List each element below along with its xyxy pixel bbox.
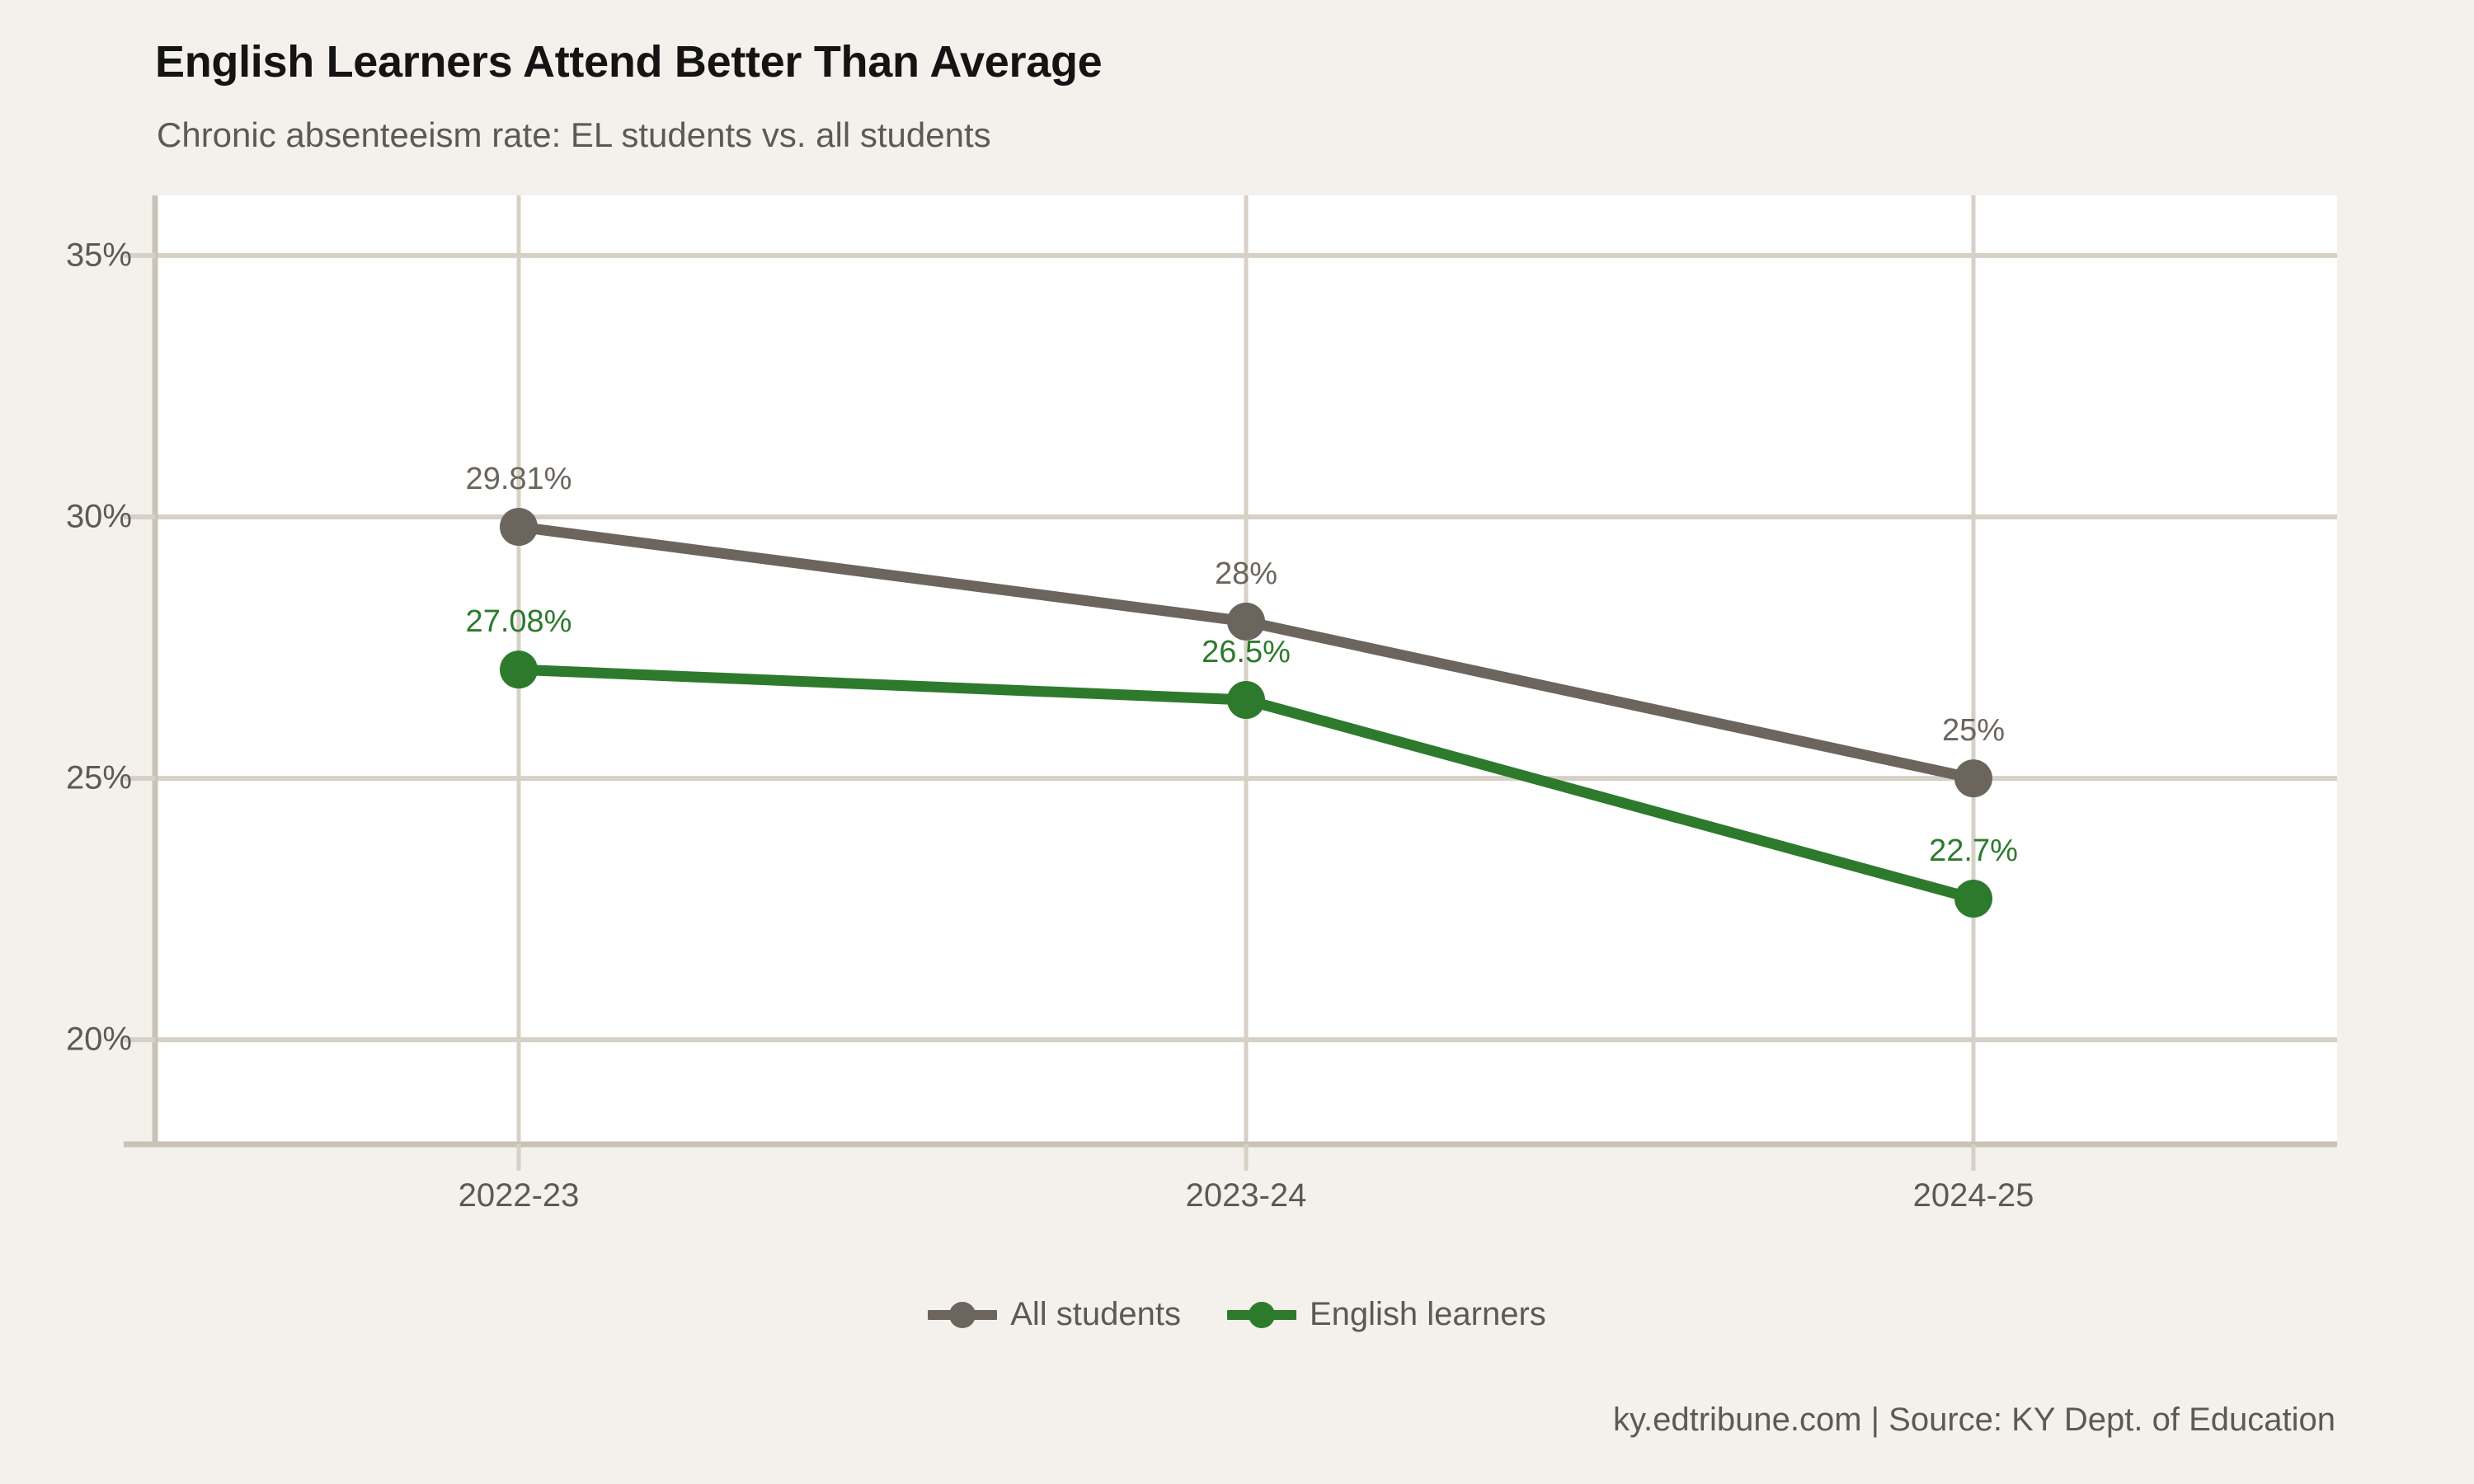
legend-item[interactable]: English learners	[1226, 1296, 1546, 1333]
y-axis-tick-labels: 20% 25% 30% 35%	[0, 0, 132, 1484]
data-point-marker[interactable]	[1227, 680, 1265, 719]
page-title: English Learners Attend Better Than Aver…	[155, 37, 1103, 87]
data-point-marker[interactable]	[1954, 879, 1992, 918]
series-layer	[500, 508, 1992, 918]
source-credit: ky.edtribune.com | Source: KY Dept. of E…	[1612, 1402, 2335, 1438]
data-point-value-label: 27.08%	[465, 604, 572, 640]
legend-marker-icon	[928, 1301, 998, 1328]
data-point-value-label: 28%	[1214, 556, 1278, 591]
data-point-marker[interactable]	[1227, 602, 1265, 641]
data-point-value-label: 25%	[1941, 713, 2006, 749]
data-point-marker[interactable]	[1954, 759, 1992, 798]
line-chart-svg	[155, 195, 2337, 1144]
legend-item-label: English learners	[1309, 1296, 1546, 1332]
legend-item-label: All students	[1010, 1296, 1181, 1332]
y-axis-tick-label: 20%	[65, 1021, 132, 1058]
plot-area	[155, 195, 2337, 1144]
x-tick-marks	[516, 1144, 1976, 1171]
data-point-marker[interactable]	[500, 650, 538, 689]
x-axis-tick-label: 2023-24	[1185, 1177, 1307, 1214]
y-axis-tick-label: 35%	[65, 237, 132, 274]
legend-marker-icon	[1226, 1301, 1296, 1328]
y-axis-tick-label: 30%	[65, 498, 132, 535]
data-point-value-label: 22.7%	[1929, 833, 2018, 868]
x-axis-tick-label: 2024-25	[1912, 1177, 2034, 1214]
legend-item[interactable]: All students	[928, 1296, 1181, 1333]
data-point-value-label: 29.81%	[465, 462, 572, 497]
y-axis-tick-label: 25%	[65, 759, 132, 796]
x-axis-tick-label: 2022-23	[458, 1177, 580, 1214]
data-point-value-label: 26.5%	[1202, 634, 1291, 669]
legend: All students English learners	[0, 1296, 2474, 1333]
chart-subtitle: Chronic absenteeism rate: EL students vs…	[157, 115, 991, 154]
data-point-marker[interactable]	[500, 508, 538, 547]
